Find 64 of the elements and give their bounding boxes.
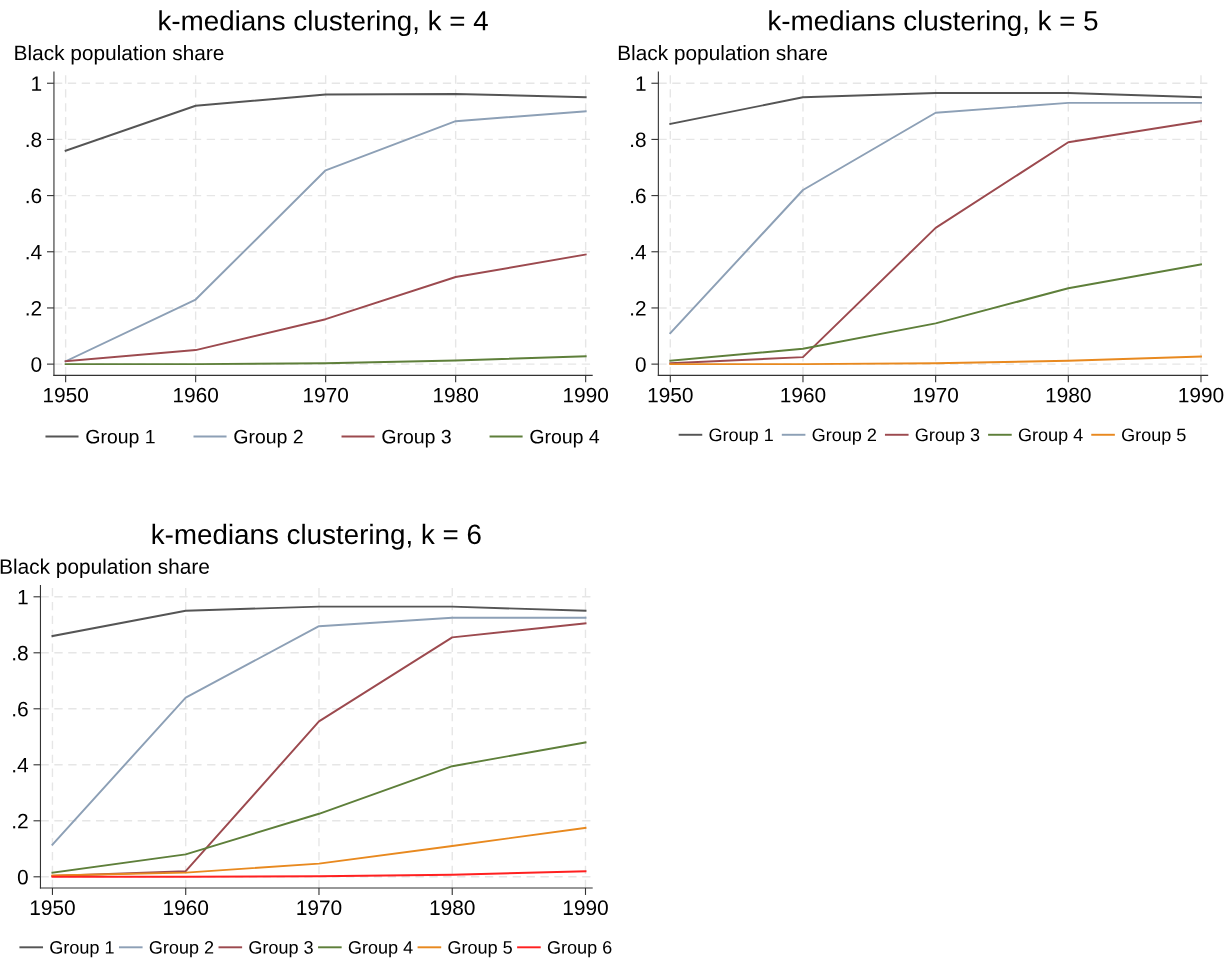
- y-tick-label: 0: [17, 869, 28, 885]
- legend-label: Group 3: [915, 428, 980, 445]
- y-tick-label: .8: [26, 132, 42, 148]
- y-tick-label: .4: [26, 244, 42, 260]
- line-series: [669, 120, 1202, 365]
- x-tick-label: 1950: [648, 387, 693, 403]
- legend-label: Group 4: [530, 429, 600, 448]
- y-tick-label: 0: [635, 357, 646, 372]
- chart-title: k-medians clustering, k = 5: [769, 10, 1098, 37]
- y-tick-label: .6: [13, 701, 28, 717]
- x-tick-label: 1980: [1046, 387, 1091, 403]
- x-tick-label: 1950: [44, 387, 88, 403]
- x-tick-label: 1960: [781, 387, 826, 403]
- legend-label: Group 6: [547, 941, 612, 958]
- x-tick-label: 1990: [564, 387, 609, 403]
- legend-label: Group 4: [1018, 428, 1083, 445]
- y-tick-label: 1: [18, 590, 28, 605]
- line-series: [51, 741, 587, 874]
- y-axis-title: Black population share: [0, 558, 209, 579]
- legend-label: Group 1: [50, 941, 114, 958]
- chart-title: k-medians clustering, k = 4: [159, 10, 488, 37]
- y-tick-label: 0: [31, 357, 42, 372]
- x-tick-label: 1950: [30, 900, 75, 916]
- legend-label: Group 4: [348, 941, 413, 958]
- line-series: [669, 263, 1202, 362]
- y-axis-title: Black population share: [15, 45, 224, 65]
- y-axis-title: Black population share: [618, 45, 828, 65]
- y-tick-label: .4: [13, 758, 29, 773]
- y-tick-label: .8: [13, 645, 28, 661]
- legend-label: Group 2: [149, 941, 214, 958]
- x-tick-label: 1960: [174, 387, 219, 403]
- y-tick-label: .8: [631, 132, 646, 148]
- x-tick-label: 1970: [914, 387, 958, 403]
- y-tick-label: .6: [631, 188, 646, 204]
- line-series: [64, 355, 587, 366]
- x-tick-label: 1990: [1179, 387, 1224, 403]
- x-tick-label: 1960: [164, 900, 209, 916]
- y-tick-label: .2: [26, 300, 42, 316]
- y-tick-label: 1: [636, 76, 646, 91]
- legend-label: Group 1: [709, 428, 773, 445]
- legend-label: Group 1: [86, 429, 155, 448]
- x-tick-label: 1980: [430, 900, 475, 916]
- chart-title: k-medians clustering, k = 6: [152, 523, 481, 550]
- legend-label: Group 3: [249, 941, 313, 958]
- y-tick-label: .4: [631, 244, 646, 260]
- x-tick-label: 1970: [304, 387, 349, 403]
- legend-label: Group 2: [234, 429, 303, 448]
- legend-label: Group 5: [448, 941, 512, 958]
- legend-label: Group 2: [812, 428, 876, 445]
- x-tick-label: 1970: [297, 900, 342, 916]
- line-series: [64, 253, 587, 363]
- x-tick-label: 1980: [434, 387, 479, 403]
- x-tick-label: 1990: [563, 900, 608, 916]
- y-tick-label: 1: [32, 76, 42, 91]
- legend-label: Group 3: [382, 429, 451, 448]
- line-series: [64, 92, 587, 152]
- line-series: [669, 355, 1202, 366]
- y-tick-label: .2: [13, 813, 28, 829]
- y-tick-label: .6: [26, 188, 42, 204]
- legend-label: Group 5: [1122, 428, 1186, 445]
- line-series: [669, 101, 1202, 335]
- line-series: [51, 826, 587, 877]
- line-series: [64, 110, 587, 363]
- y-tick-label: .2: [631, 300, 646, 316]
